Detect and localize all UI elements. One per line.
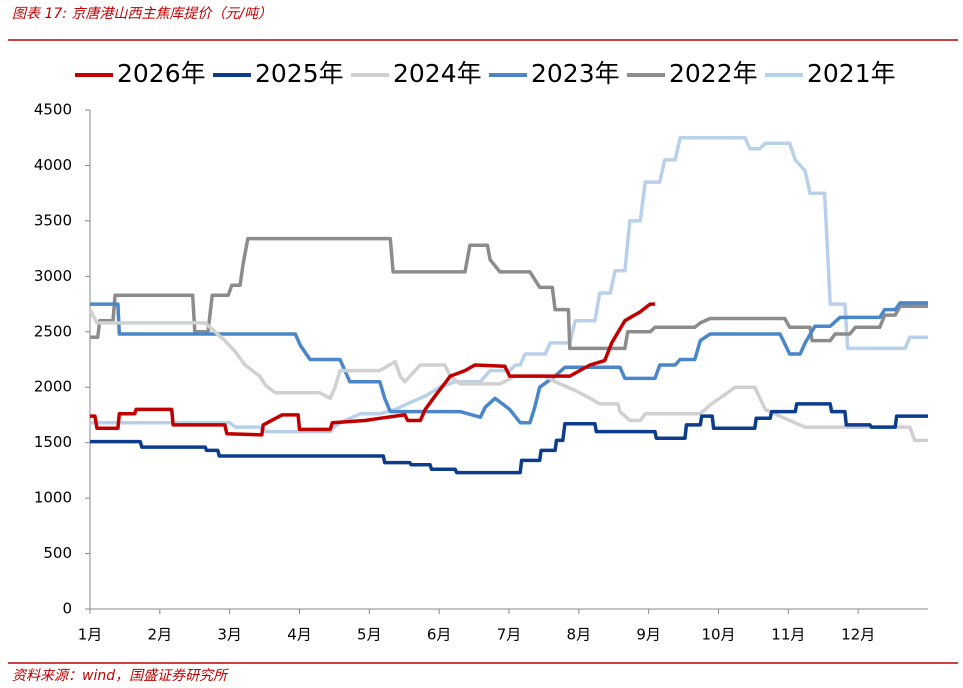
- series-line: [90, 135, 928, 434]
- y-tick-label: 3000: [34, 267, 72, 285]
- y-tick-label: 0: [62, 600, 72, 618]
- chart-title: 图表 17: 京唐港山西主焦库提价（元/吨）: [12, 6, 272, 22]
- series-line: [90, 302, 655, 437]
- source-note: 资料来源：wind，国盛证券研究所: [12, 668, 229, 684]
- series-line: [90, 301, 928, 425]
- x-tick-label: 9月: [636, 626, 661, 644]
- legend-label: 2021年: [807, 59, 896, 88]
- x-tick-label: 8月: [567, 626, 592, 644]
- y-tick-label: 2000: [34, 378, 72, 396]
- x-tick-label: 1月: [78, 626, 103, 644]
- x-tick-label: 5月: [357, 626, 382, 644]
- x-tick-label: 2月: [148, 626, 173, 644]
- series-line: [90, 402, 928, 475]
- series-line: [88, 308, 928, 443]
- legend-label: 2026年: [117, 59, 206, 88]
- series-line: [90, 236, 928, 351]
- y-tick-label: 2500: [34, 322, 72, 340]
- legend-label: 2023年: [531, 59, 620, 88]
- legend-label: 2025年: [255, 59, 344, 88]
- y-tick-label: 1500: [34, 433, 72, 451]
- x-tick-label: 10月: [701, 626, 735, 644]
- x-tick-label: 4月: [287, 626, 312, 644]
- y-tick-label: 4000: [34, 156, 72, 174]
- y-tick-label: 500: [43, 544, 72, 562]
- x-tick-label: 7月: [497, 626, 522, 644]
- legend-label: 2024年: [393, 59, 482, 88]
- y-tick-label: 3500: [34, 211, 72, 229]
- x-tick-label: 11月: [771, 626, 805, 644]
- y-tick-label: 4500: [34, 101, 72, 119]
- legend-label: 2022年: [669, 59, 758, 88]
- x-tick-label: 12月: [841, 626, 875, 644]
- x-tick-label: 3月: [217, 626, 242, 644]
- x-tick-label: 6月: [427, 626, 452, 644]
- y-tick-label: 1000: [34, 489, 72, 507]
